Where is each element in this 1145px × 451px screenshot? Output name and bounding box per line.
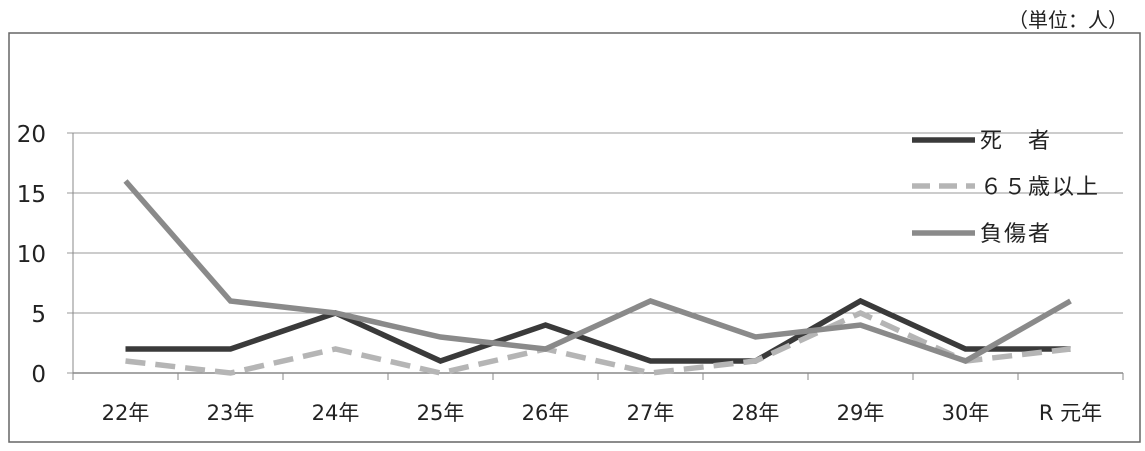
x-tick-label: 26年 bbox=[522, 401, 570, 425]
gridlines bbox=[73, 132, 1123, 314]
x-tick-label: 24年 bbox=[312, 401, 360, 425]
y-tick-label: 10 bbox=[17, 242, 46, 268]
y-tick-label: 5 bbox=[31, 302, 46, 328]
y-tick-label: 0 bbox=[31, 362, 46, 388]
series-line-0 bbox=[125, 297, 1071, 364]
x-tick-label: 22年 bbox=[102, 401, 150, 425]
series-line-1 bbox=[125, 309, 1071, 376]
x-tick-label: R 元年 bbox=[1039, 401, 1102, 425]
y-tick-label: 20 bbox=[17, 122, 46, 148]
axis: 0 5 10 15 20 22年 23年 24年 25年 26年 27年 28年 29年 30年 R 元年 bbox=[17, 122, 1124, 425]
series-line-2 bbox=[123, 179, 1072, 365]
x-tick-label: 28年 bbox=[732, 401, 780, 425]
y-tick-label: 15 bbox=[17, 182, 46, 208]
x-tick-label: 27年 bbox=[627, 401, 675, 425]
legend-label-0: 死 者 bbox=[980, 129, 1052, 154]
x-tick-label: 30年 bbox=[942, 401, 990, 425]
series-lines bbox=[123, 179, 1072, 376]
x-tick-label: 29年 bbox=[837, 401, 885, 425]
unit-label: （単位：人） bbox=[1008, 8, 1128, 32]
legend-label-1: ６５歳以上 bbox=[980, 175, 1100, 200]
x-tick-label: 23年 bbox=[207, 401, 255, 425]
chart-frame bbox=[8, 32, 1141, 443]
x-tick-label: 25年 bbox=[417, 401, 465, 425]
legend-label-2: 負傷者 bbox=[980, 222, 1052, 247]
